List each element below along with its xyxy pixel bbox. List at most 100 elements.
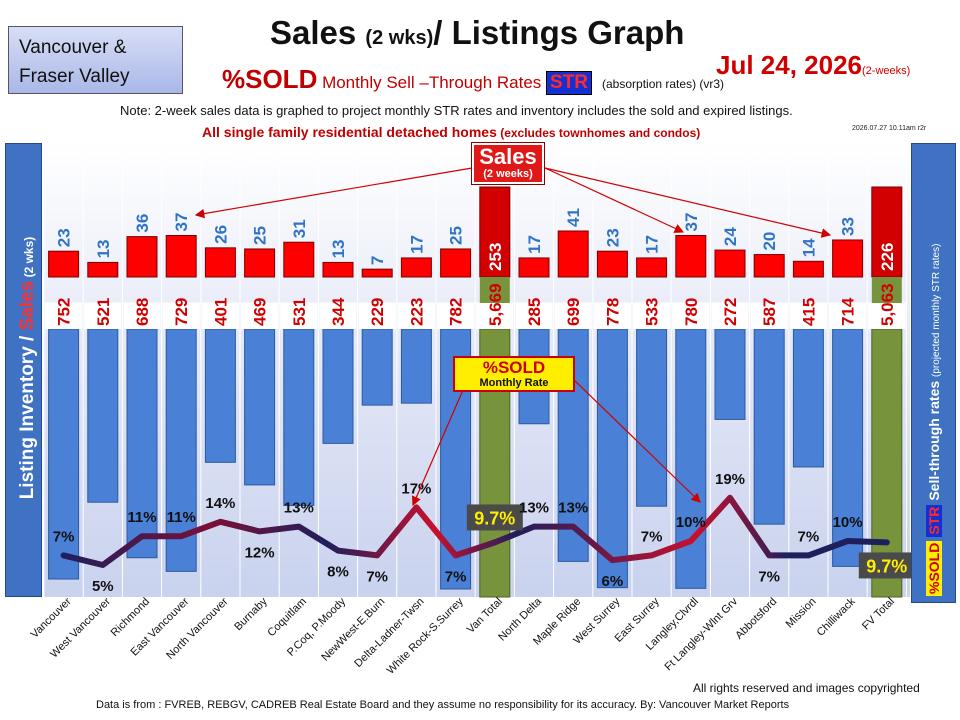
inventory-label: 401 — [211, 298, 230, 326]
left-axis-part3: (2 wks) — [22, 236, 36, 281]
sales-label: 37 — [682, 213, 701, 232]
inventory-bar — [400, 328, 432, 404]
inventory-label: 778 — [603, 298, 622, 326]
region-line-1: Vancouver & — [19, 37, 127, 58]
category-label: Burnaby — [232, 595, 270, 633]
inventory-label-bg — [750, 303, 788, 329]
callout-arrows — [194, 167, 832, 507]
sales-bar — [87, 261, 119, 278]
total-str-box — [466, 504, 523, 531]
right-axis-part2: (projected monthly STR rates) — [931, 243, 942, 377]
inventory-bar — [87, 328, 119, 503]
inventory-label: 5,669 — [486, 283, 505, 326]
str-label: 8% — [327, 564, 349, 581]
sales-bar — [871, 186, 903, 278]
inventory-label: 688 — [133, 298, 152, 326]
inventory-label-bg — [319, 303, 357, 329]
str-label: 13% — [284, 500, 314, 517]
str-label: 17% — [401, 480, 431, 497]
title-main: Sales — [270, 14, 366, 51]
inventory-label-bg — [162, 303, 200, 329]
sales-bar — [636, 257, 668, 278]
sales-label: 33 — [839, 217, 858, 236]
str-label: 7% — [53, 528, 75, 545]
source-note: Data is from : FVREB, REBGV, CADREB Real… — [96, 699, 790, 711]
sold-callout: %SOLD Monthly Rate — [453, 356, 575, 392]
sales-bar — [283, 241, 315, 278]
inventory-bar — [714, 328, 746, 420]
sales-label: 23 — [55, 228, 74, 247]
str-label: 19% — [715, 471, 745, 488]
str-label: 10% — [676, 514, 706, 531]
inventory-label: 729 — [172, 298, 191, 326]
sales-bar — [361, 268, 393, 278]
inventory-bar — [753, 328, 785, 525]
str-label: 5% — [92, 578, 114, 595]
inventory-bar — [204, 328, 236, 463]
inventory-label-bg — [868, 303, 906, 329]
category-label: FV Total — [860, 596, 897, 633]
sales-bar — [832, 239, 864, 278]
inventory-label-bg — [280, 303, 318, 329]
right-axis-label: %SOLD STR Sell-through rates (projected mo… — [912, 144, 957, 604]
inventory-bar — [361, 328, 393, 406]
inventory-label: 272 — [721, 298, 740, 326]
sales-bar — [753, 254, 785, 278]
inventory-bar — [322, 328, 354, 444]
inventory-label: 223 — [407, 298, 426, 326]
inventory-label: 344 — [329, 297, 348, 326]
category-label: Chilliwack — [815, 595, 858, 638]
sales-bar — [126, 236, 158, 278]
str-label: 7% — [366, 568, 388, 585]
inventory-bar — [792, 328, 824, 468]
inventory-label-bg — [241, 303, 279, 329]
sales-bar — [479, 186, 511, 278]
str-label: 10% — [833, 514, 863, 531]
sales-label: 26 — [211, 225, 230, 244]
sales-callout-title: Sales — [479, 144, 537, 169]
sales-bar — [518, 257, 550, 278]
str-label: 7% — [445, 568, 467, 585]
left-axis-panel: Listing Inventory / Sales (2 wks) — [5, 143, 42, 597]
inventory-label-bg — [789, 303, 827, 329]
category-label: White Rock-S.Surrey — [385, 595, 466, 676]
inventory-label: 714 — [839, 297, 858, 326]
sales-bar — [400, 257, 432, 278]
inventory-bar — [832, 328, 864, 567]
title-small: (2 wks) — [365, 27, 434, 49]
sales-label: 13 — [329, 239, 348, 258]
right-axis-pct: %SOLD — [926, 540, 942, 596]
inventory-label-bg — [633, 303, 671, 329]
sales-bar — [792, 260, 824, 278]
str-label: 14% — [205, 495, 235, 512]
inventory-bar — [283, 328, 315, 507]
left-axis-label: Listing Inventory / Sales (2 wks) — [9, 141, 46, 595]
inventory-label: 587 — [760, 298, 779, 326]
right-axis-part1: Sell-through rates — [926, 376, 942, 501]
inventory-label-bg — [593, 303, 631, 329]
sales-label: 17 — [407, 235, 426, 254]
title-end: / Listings Graph — [433, 14, 685, 51]
sales-bar — [714, 249, 746, 278]
str-badge: STR — [546, 71, 593, 95]
total-str-box — [858, 552, 915, 579]
inventory-label-bg — [515, 303, 553, 329]
copyright-note: All rights reserved and images copyright… — [693, 681, 920, 695]
right-axis-panel: %SOLD STR Sell-through rates (projected mo… — [911, 143, 956, 603]
str-label: 13% — [519, 500, 549, 517]
sales-label: 7 — [368, 256, 387, 265]
category-label: Abbotsford — [733, 596, 779, 642]
inventory-label-bg — [672, 303, 710, 329]
inventory-bar — [244, 328, 276, 486]
inventory-label-bg — [123, 303, 161, 329]
str-label: 7% — [641, 528, 663, 545]
sales-bar — [322, 261, 354, 278]
absorption-note: (absorption rates) (vr3) — [602, 77, 725, 91]
inventory-label: 469 — [251, 298, 270, 326]
sales-label: 14 — [799, 238, 818, 257]
category-label: Mission — [784, 596, 819, 631]
sales-bar — [48, 250, 80, 278]
inventory-bar — [48, 328, 80, 580]
inventory-label: 531 — [290, 298, 309, 326]
sales-label: 25 — [251, 226, 270, 245]
